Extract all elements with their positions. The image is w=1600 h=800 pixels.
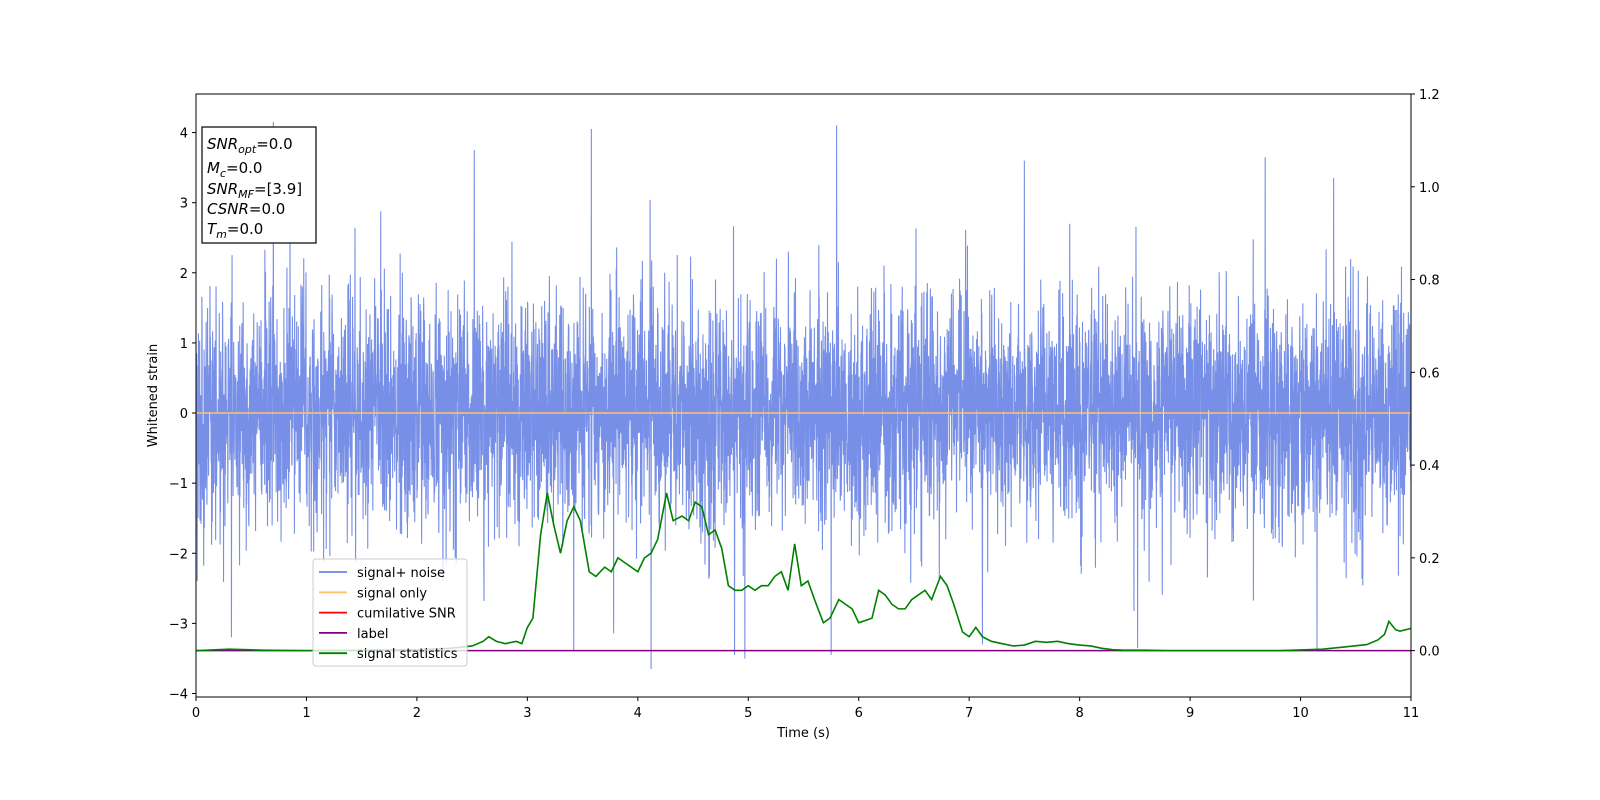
info-snr-opt: SNRopt=0.0 [207,135,293,156]
x-axis-label: Time (s) [776,726,830,741]
signal-noise-series [195,122,1412,669]
legend-label: signal statistics [357,647,458,662]
signal-statistics-series [195,492,1412,652]
x-tick-label: 5 [744,706,752,721]
x-tick-label: 0 [192,706,200,721]
x-tick-label: 1 [302,706,310,721]
x-tick-label: 7 [965,706,973,721]
legend-label: signal+ noise [357,566,445,581]
y2-tick-label: 0.6 [1419,366,1440,381]
axes-frame [195,93,1412,698]
y2-tick-label: 1.0 [1419,181,1440,196]
y-tick-label: 2 [180,267,188,282]
x-tick-label: 2 [413,706,421,721]
y2-tick-label: 1.2 [1419,88,1440,103]
x-tick-label: 9 [1186,706,1194,721]
info-tm: Tm=0.0 [207,220,263,241]
y-axis-right: 0.0 0.2 0.4 0.6 0.8 1.0 1.2 [1411,88,1440,660]
x-tick-label: 6 [855,706,863,721]
legend: signal+ noise signal only cumilative SNR la… [312,558,468,667]
y-tick-label: 4 [180,127,188,142]
x-tick-label: 8 [1075,706,1083,721]
legend-label: signal only [357,586,427,601]
y-tick-label: −4 [169,687,188,702]
y2-tick-label: 0.4 [1419,459,1440,474]
y-tick-label: −1 [169,477,188,492]
info-snr-mf: SNRMF=[3.9] [207,180,302,201]
signal-noise-line [195,122,1412,669]
x-tick-label: 11 [1403,706,1420,721]
x-tick-label: 10 [1292,706,1309,721]
y2-tick-label: 0.2 [1419,552,1440,567]
x-tick-label: 4 [634,706,642,721]
y-tick-label: 0 [180,407,188,422]
x-tick-label: 3 [523,706,531,721]
y-tick-label: −3 [169,617,188,632]
signal-statistics-line [195,492,1412,652]
x-axis: 0 1 2 3 4 5 6 7 8 9 10 11 [192,697,1419,721]
info-mc: Mc=0.0 [207,159,262,180]
y-axis-label: Whitened strain [146,344,161,447]
y2-tick-label: 0.0 [1419,645,1440,660]
legend-label: cumilative SNR [357,607,456,622]
info-box: SNRopt=0.0 Mc=0.0 SNRMF=[3.9] CSNR=0.0 T… [201,126,317,244]
info-csnr: CSNR=0.0 [207,200,285,218]
y-tick-label: 3 [180,197,188,212]
y-tick-label: −2 [169,547,188,562]
y-axis-left: −4 −3 −2 −1 0 1 2 3 4 [169,127,196,702]
legend-label: label [357,627,388,642]
y-tick-label: 1 [180,337,188,352]
y2-tick-label: 0.8 [1419,274,1440,289]
